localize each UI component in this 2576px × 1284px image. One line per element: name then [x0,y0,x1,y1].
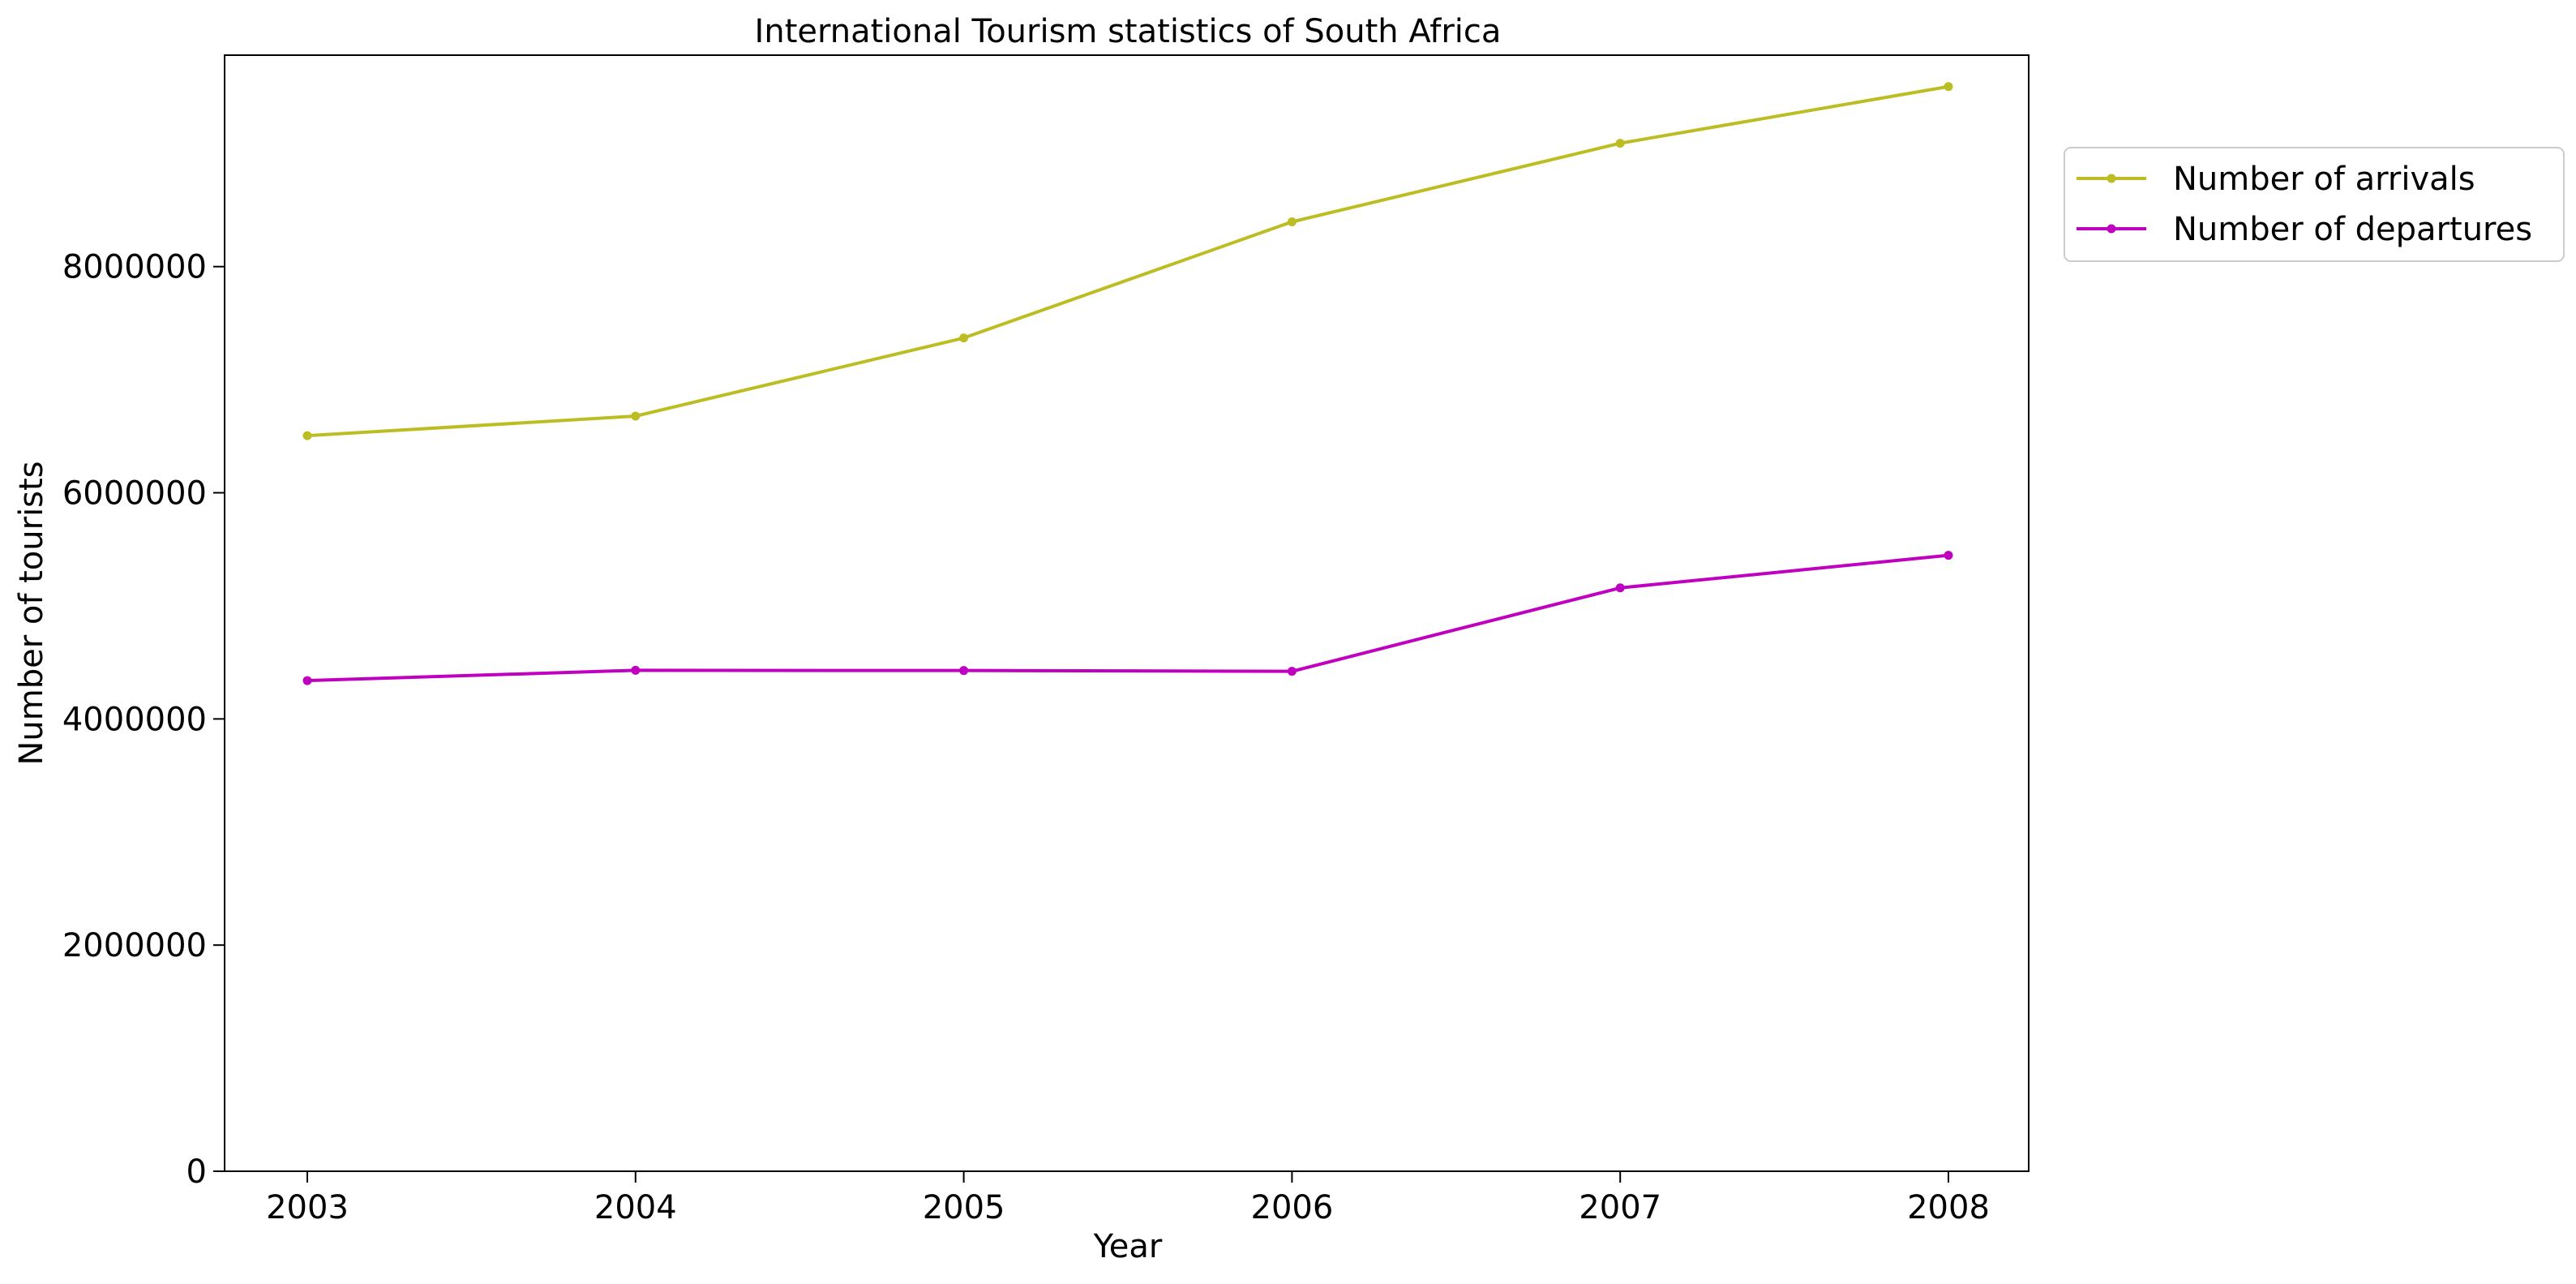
data-point-series-1 [959,333,969,343]
data-point-series-1 [1615,139,1625,148]
y-tick-label: 0 [186,1153,207,1191]
x-tick-label: 2007 [1579,1189,1661,1226]
data-point-series-1 [631,411,641,421]
data-point-series-1 [302,431,312,440]
y-tick-label: 2000000 [62,927,207,964]
y-tick-label: 8000000 [62,249,207,286]
data-point-series-2 [1944,551,1953,560]
legend: Number of arrivals Number of departures [2064,147,2565,262]
data-point-series-2 [959,666,969,676]
legend-label-2: Number of departures [2173,211,2532,248]
x-axis-label: Year [1093,1228,1163,1265]
y-axis-label: Number of tourists [13,461,50,765]
data-point-series-2 [1287,667,1297,676]
legend-marker-2 [2107,224,2116,234]
series-line-2 [306,553,1949,683]
y-axis: 0 2000000 4000000 6000000 8000000 [62,249,225,1191]
data-point-series-2 [302,676,312,685]
y-tick-label: 4000000 [62,701,207,738]
x-tick-label: 2003 [266,1189,349,1226]
series-line-1 [306,84,1949,438]
data-point-series-2 [631,665,641,675]
chart-title: International Tourism statistics of Sout… [755,13,1502,50]
data-point-series-1 [1944,82,1953,92]
plot-area-frame [224,54,2030,1172]
legend-label-1: Number of arrivals [2173,161,2475,198]
x-tick-label: 2008 [1907,1189,1990,1226]
y-tick-label: 6000000 [62,475,207,513]
x-tick-label: 2006 [1251,1189,1334,1226]
x-tick-label: 2005 [923,1189,1005,1226]
series-layer [302,82,1953,685]
x-axis: 2003 2004 2005 2006 2007 2008 [266,1171,1990,1226]
data-point-series-1 [1287,217,1297,226]
legend-frame [2064,147,2565,262]
x-tick-label: 2004 [594,1189,677,1226]
legend-marker-1 [2107,174,2116,183]
data-point-series-2 [1615,583,1625,593]
